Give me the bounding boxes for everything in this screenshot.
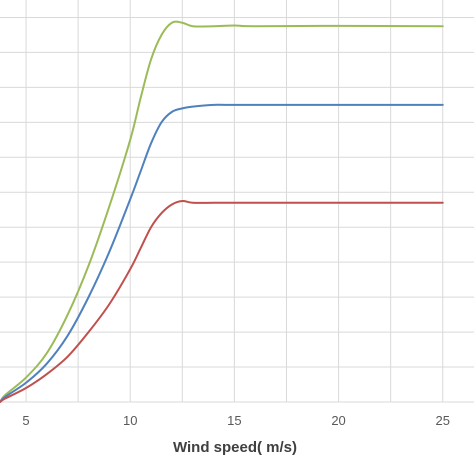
x-tick-label-2: 15 (227, 413, 241, 428)
x-axis-tick-labels: 5 10 15 20 25 (22, 413, 450, 428)
horizontal-gridlines (0, 16, 474, 403)
series-line-0 (0, 20, 444, 403)
x-tick-label-4: 25 (436, 413, 450, 428)
vertical-gridlines (25, 0, 444, 402)
series-line-2 (0, 199, 444, 403)
x-tick-label-3: 20 (331, 413, 345, 428)
x-tick-label-0: 5 (22, 413, 29, 428)
series-line-1 (0, 103, 444, 403)
x-tick-label-1: 10 (123, 413, 137, 428)
x-axis-title: Wind speed( m/s) (173, 439, 297, 456)
series-lines (0, 20, 444, 403)
